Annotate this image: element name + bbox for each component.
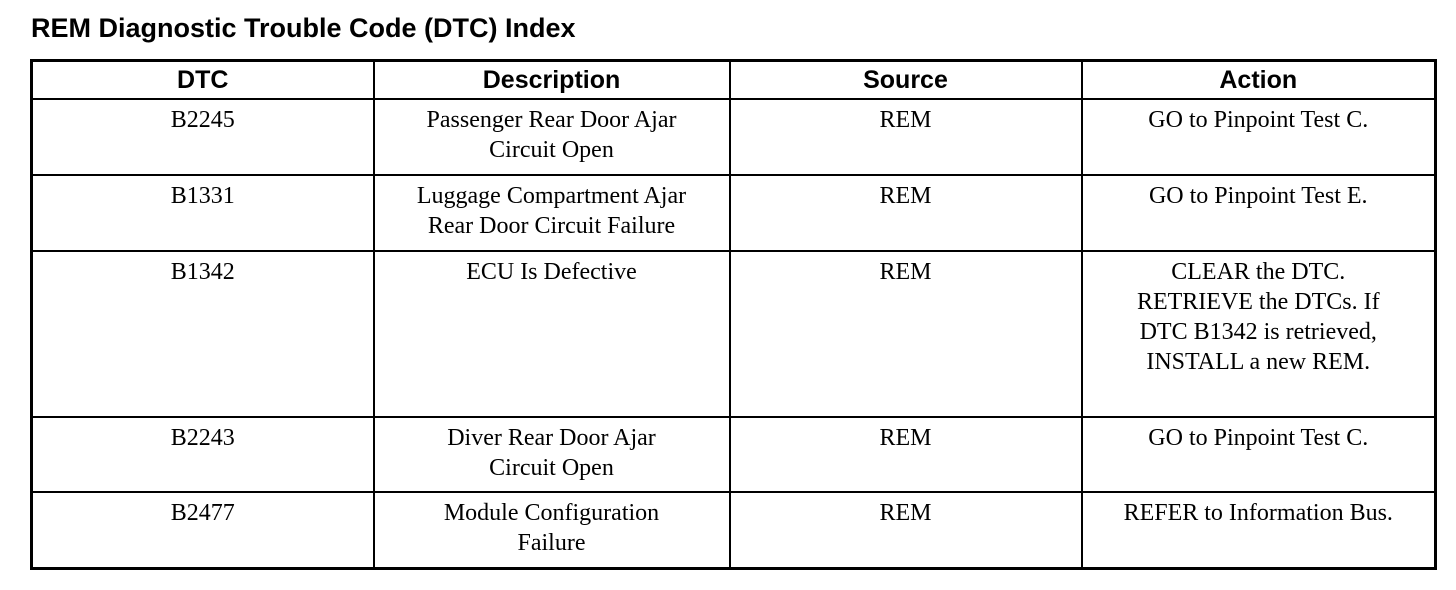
table-header-row: DTC Description Source Action [30,59,1437,100]
cell-action: CLEAR the DTC. RETRIEVE the DTCs. If DTC… [1080,250,1437,418]
cell-description: ECU Is Defective [372,250,731,418]
cell-description: Luggage Compartment Ajar Rear Door Circu… [372,174,731,252]
cell-source: REM [728,491,1083,569]
column-header-description: Description [372,59,731,100]
cell-action: GO to Pinpoint Test E. [1080,174,1437,252]
cell-source: REM [728,174,1083,252]
cell-dtc: B2245 [30,98,375,176]
table-row: B1342 ECU Is Defective REM CLEAR the DTC… [30,250,1437,418]
table-row: B2243 Diver Rear Door Ajar Circuit Open … [30,416,1437,493]
document-page: REM Diagnostic Trouble Code (DTC) Index … [30,13,1437,570]
cell-description: Module Configuration Failure [372,491,731,569]
table-row: B1331 Luggage Compartment Ajar Rear Door… [30,174,1437,252]
cell-description: Passenger Rear Door Ajar Circuit Open [372,98,731,176]
cell-action: GO to Pinpoint Test C. [1080,416,1437,493]
cell-action: REFER to Information Bus. [1080,491,1437,569]
cell-description: Diver Rear Door Ajar Circuit Open [372,416,731,493]
page-title: REM Diagnostic Trouble Code (DTC) Index [31,13,576,43]
table-row: B2477 Module Configuration Failure REM R… [30,491,1437,569]
column-header-action: Action [1080,59,1437,100]
column-header-source: Source [728,59,1083,100]
cell-dtc: B2243 [30,416,375,493]
cell-dtc: B2477 [30,491,375,569]
column-header-dtc: DTC [30,59,375,100]
cell-action: GO to Pinpoint Test C. [1080,98,1437,176]
table-row: B2245 Passenger Rear Door Ajar Circuit O… [30,98,1437,176]
dtc-index-table: DTC Description Source Action B2245 Pass… [30,59,1437,570]
cell-source: REM [728,98,1083,176]
cell-source: REM [728,416,1083,493]
cell-source: REM [728,250,1083,418]
cell-dtc: B1342 [30,250,375,418]
cell-dtc: B1331 [30,174,375,252]
